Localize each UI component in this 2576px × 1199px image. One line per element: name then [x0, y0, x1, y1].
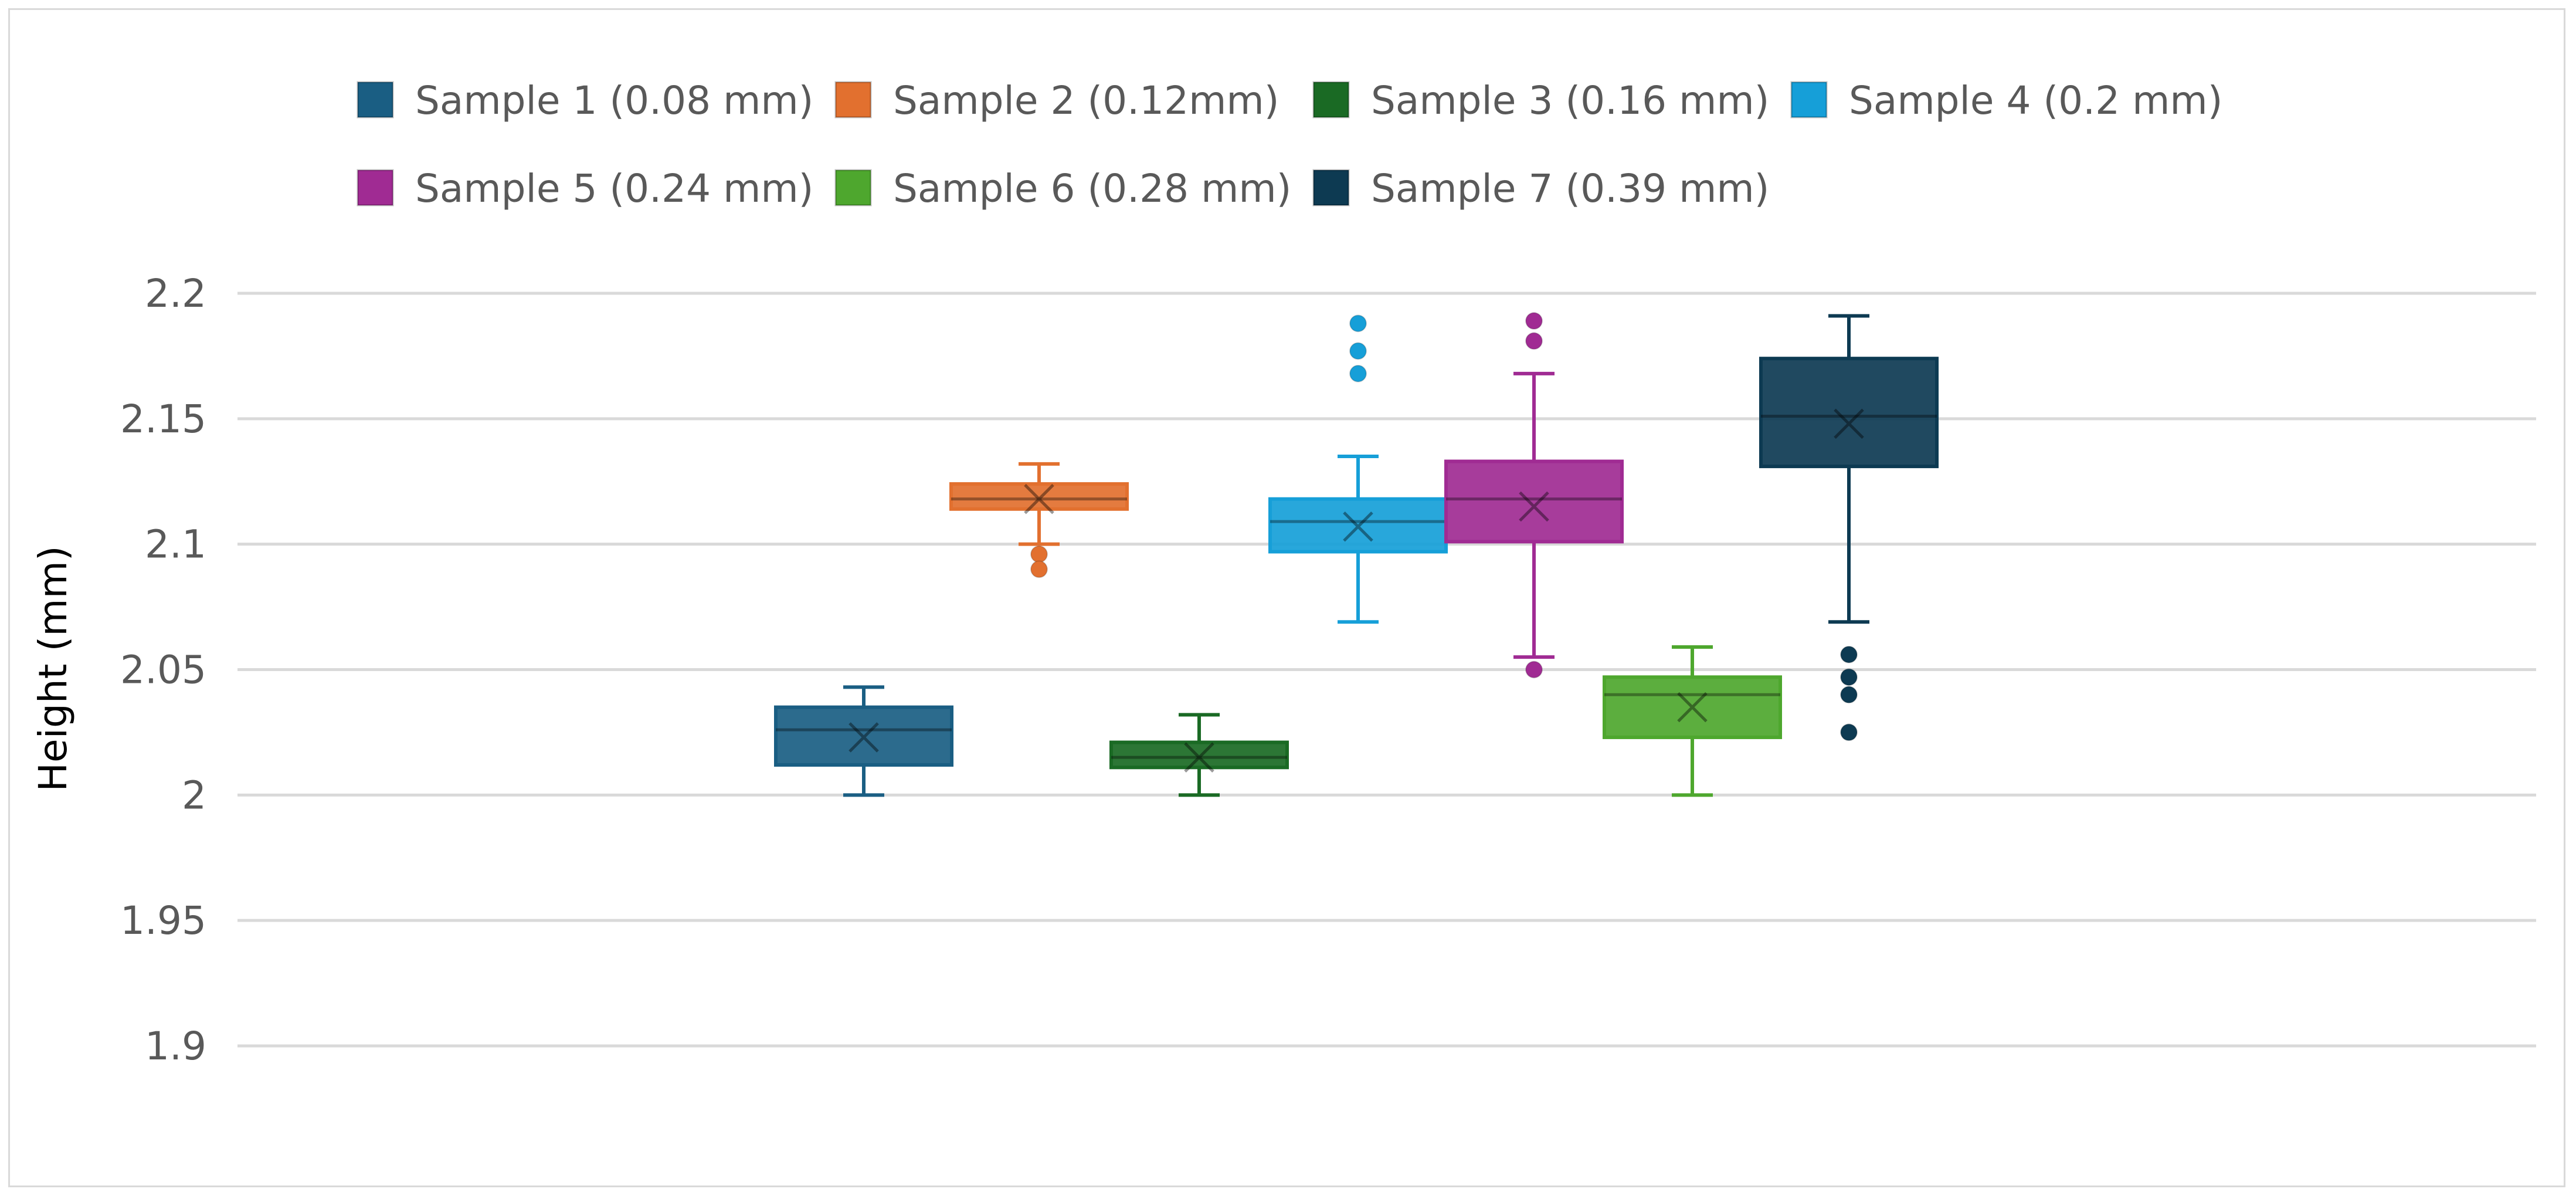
outlier-point [1840, 645, 1858, 663]
y-tick-label: 1.9 [145, 1024, 206, 1069]
mean-marker [1024, 483, 1054, 514]
legend-item: Sample 1 (0.08 mm) [357, 78, 813, 123]
legend-swatch [357, 169, 394, 206]
gridlines [237, 292, 2536, 1048]
legend-label: Sample 2 (0.12mm) [893, 78, 1279, 123]
y-tick-label: 2.15 [120, 397, 206, 442]
iqr-box [1109, 740, 1289, 770]
y-tick-label: 2.2 [145, 271, 206, 316]
y-axis-label: Height (mm) [30, 546, 76, 791]
y-tick-label: 2.05 [120, 648, 206, 693]
legend-swatch [357, 81, 394, 118]
outlier-point [1349, 314, 1367, 333]
box-series [1444, 312, 1624, 679]
box-series [774, 685, 953, 797]
iqr-box [1268, 497, 1448, 554]
y-tick-label: 1.95 [120, 898, 206, 943]
legend-swatch [1312, 81, 1350, 118]
outlier-point [1840, 686, 1858, 704]
outlier-point [1840, 668, 1858, 686]
legend-item: Sample 2 (0.12mm) [834, 78, 1279, 123]
outlier-point [1840, 723, 1858, 741]
legend-label: Sample 6 (0.28 mm) [893, 166, 1291, 211]
outlier-point [1525, 332, 1543, 350]
chart-frame [8, 8, 2565, 1187]
legend-swatch [834, 81, 872, 118]
box-series [1759, 314, 1939, 741]
mean-marker [1343, 511, 1373, 542]
mean-marker [1834, 408, 1864, 439]
legend: Sample 1 (0.08 mm) Sample 2 (0.12mm) Sampl… [357, 78, 2222, 211]
outlier-point [1349, 364, 1367, 382]
mean-marker [1677, 692, 1708, 723]
outlier-point [1030, 560, 1048, 578]
iqr-box [949, 482, 1129, 511]
boxes [774, 312, 1939, 797]
mean-marker [1519, 491, 1549, 522]
legend-label: Sample 4 (0.2 mm) [1849, 78, 2222, 123]
legend-swatch [834, 169, 872, 206]
mean-marker [849, 722, 879, 753]
y-tick-label: 2.1 [145, 522, 206, 567]
outlier-point [1525, 661, 1543, 679]
legend-item: Sample 4 (0.2 mm) [1790, 78, 2222, 123]
legend-item: Sample 3 (0.16 mm) [1312, 78, 1769, 123]
iqr-box [774, 705, 953, 767]
y-tick-label: 2 [182, 773, 206, 818]
iqr-box [1603, 675, 1782, 739]
box-series [1603, 645, 1782, 797]
iqr-box [1759, 357, 1939, 469]
legend-item: Sample 7 (0.39 mm) [1312, 166, 1769, 211]
legend-label: Sample 7 (0.39 mm) [1371, 166, 1769, 211]
legend-item: Sample 5 (0.24 mm) [357, 166, 813, 211]
outlier-point [1525, 312, 1543, 330]
y-axis-ticks: 1.9 1.95 2 2.05 2.1 2.15 2.2 [120, 271, 206, 1069]
box-series [949, 462, 1129, 578]
legend-label: Sample 1 (0.08 mm) [415, 78, 813, 123]
legend-item: Sample 6 (0.28 mm) [834, 166, 1291, 211]
outlier-point [1349, 342, 1367, 360]
legend-swatch [1312, 169, 1350, 206]
iqr-box [1444, 459, 1624, 544]
mean-marker [1184, 742, 1214, 773]
legend-label: Sample 5 (0.24 mm) [415, 166, 813, 211]
outlier-point [1030, 545, 1048, 563]
legend-label: Sample 3 (0.16 mm) [1371, 78, 1769, 123]
box-series [1268, 314, 1448, 624]
legend-swatch [1790, 81, 1828, 118]
box-series [1109, 713, 1289, 797]
